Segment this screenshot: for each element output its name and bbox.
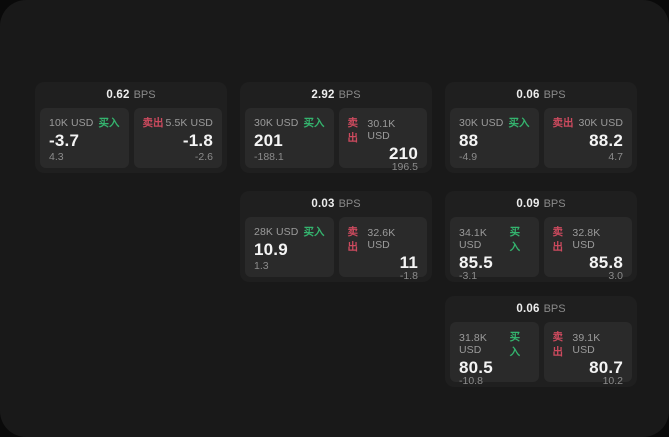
quote-card: 2.92 BPS 30K USD 买入 201 -188.1 卖出 30.1K …	[240, 82, 432, 173]
sell-size-label: 30K USD	[578, 116, 623, 129]
spread-unit: BPS	[543, 198, 566, 210]
buy-price: -3.7	[49, 131, 80, 151]
buy-sub-value: -3.1	[459, 270, 478, 282]
spread-header: 0.06 BPS	[450, 82, 632, 108]
buy-quote-panel[interactable]: 30K USD 买入 201 -188.1	[245, 108, 334, 168]
buy-quote-panel[interactable]: 31.8K USD 买入 80.5 -10.8	[450, 322, 539, 386]
buy-tag: 买入	[98, 117, 120, 129]
buy-size-label: 34.1K USD	[459, 227, 487, 251]
sell-tag: 卖出	[347, 117, 359, 144]
sell-tag: 卖出	[347, 226, 359, 253]
sell-quote-panel[interactable]: 卖出 5.5K USD -1.8 -2.6	[133, 108, 222, 168]
buy-price: 80.5	[459, 358, 493, 377]
sell-quote-panel[interactable]: 卖出 32.6K USD 11 -1.8	[338, 217, 427, 281]
buy-sub-value: 1.3	[254, 259, 269, 272]
buy-size-label: 30K USD	[459, 116, 504, 129]
buy-quote-panel[interactable]: 28K USD 买入 10.9 1.3	[245, 217, 334, 277]
buy-price: 85.5	[459, 253, 493, 272]
quote-card: 0.06 BPS 30K USD 买入 88 -4.9 卖出 30K USD 8…	[445, 82, 637, 173]
sell-size-label: 32.6K USD	[367, 227, 396, 251]
buy-size-label: 10K USD	[49, 116, 94, 129]
buy-sub-value: -188.1	[254, 150, 284, 163]
spread-value: 0.06	[516, 303, 540, 315]
buy-tag: 买入	[509, 226, 521, 253]
buy-quote-panel[interactable]: 34.1K USD 买入 85.5 -3.1	[450, 217, 539, 281]
spread-header: 0.03 BPS	[245, 191, 427, 217]
spread-unit: BPS	[338, 198, 361, 210]
sell-size-label: 39.1K USD	[572, 332, 601, 356]
spread-header: 0.09 BPS	[450, 191, 632, 217]
spread-header: 2.92 BPS	[245, 82, 427, 108]
sell-tag: 卖出	[142, 117, 164, 129]
sell-tag: 卖出	[552, 226, 564, 253]
sell-quote-panel[interactable]: 卖出 39.1K USD 80.7 10.2	[543, 322, 632, 386]
sell-size-label: 32.8K USD	[572, 227, 601, 251]
spread-value: 0.62	[106, 89, 130, 101]
buy-tag: 买入	[508, 117, 530, 129]
spread-value: 0.09	[516, 198, 540, 210]
buy-size-label: 30K USD	[254, 116, 299, 129]
sell-size-label: 5.5K USD	[165, 116, 213, 129]
sell-quote-panel[interactable]: 卖出 30K USD 88.2 4.7	[543, 108, 632, 168]
spread-header: 0.62 BPS	[40, 82, 222, 108]
sell-price: 80.7	[589, 358, 623, 377]
spread-unit: BPS	[133, 89, 156, 101]
buy-size-label: 28K USD	[254, 225, 299, 238]
buy-quote-panel[interactable]: 30K USD 买入 88 -4.9	[450, 108, 539, 168]
spread-header: 0.06 BPS	[450, 296, 632, 322]
sell-price: 85.8	[589, 253, 623, 272]
spread-value: 2.92	[311, 89, 335, 101]
buy-price: 10.9	[254, 240, 288, 260]
buy-tag: 买入	[509, 331, 521, 358]
sell-price: 210	[389, 144, 418, 163]
buy-sub-value: 4.3	[49, 150, 64, 163]
buy-size-label: 31.8K USD	[459, 332, 487, 356]
buy-sub-value: -10.8	[459, 375, 483, 387]
sell-tag: 卖出	[552, 117, 574, 129]
spread-value: 0.06	[516, 89, 540, 101]
quote-card: 0.06 BPS 31.8K USD 买入 80.5 -10.8 卖出 39.1…	[445, 296, 637, 387]
spread-unit: BPS	[338, 89, 361, 101]
sell-tag: 卖出	[552, 331, 564, 358]
sell-sub-value: 196.5	[391, 161, 418, 173]
spread-value: 0.03	[311, 198, 335, 210]
sell-quote-panel[interactable]: 卖出 30.1K USD 210 196.5	[338, 108, 427, 172]
quote-card: 0.62 BPS 10K USD 买入 -3.7 4.3 卖出 5.5K USD…	[35, 82, 227, 173]
sell-price: -1.8	[182, 131, 213, 151]
sell-size-label: 30.1K USD	[367, 118, 396, 142]
sell-sub-value: 3.0	[608, 270, 623, 282]
sell-sub-value: -2.6	[194, 150, 213, 163]
buy-sub-value: -4.9	[459, 150, 478, 163]
sell-sub-value: -1.8	[399, 270, 418, 282]
sell-price: 11	[399, 253, 418, 272]
buy-price: 201	[254, 131, 283, 151]
spread-unit: BPS	[543, 89, 566, 101]
spread-unit: BPS	[543, 303, 566, 315]
quote-card: 0.09 BPS 34.1K USD 买入 85.5 -3.1 卖出 32.8K…	[445, 191, 637, 282]
buy-quote-panel[interactable]: 10K USD 买入 -3.7 4.3	[40, 108, 129, 168]
sell-sub-value: 10.2	[602, 375, 623, 387]
sell-sub-value: 4.7	[608, 150, 623, 163]
buy-price: 88	[459, 131, 479, 151]
quote-card: 0.03 BPS 28K USD 买入 10.9 1.3 卖出 32.6K US…	[240, 191, 432, 282]
sell-price: 88.2	[589, 131, 623, 151]
sell-quote-panel[interactable]: 卖出 32.8K USD 85.8 3.0	[543, 217, 632, 281]
buy-tag: 买入	[303, 226, 325, 238]
buy-tag: 买入	[303, 117, 325, 129]
